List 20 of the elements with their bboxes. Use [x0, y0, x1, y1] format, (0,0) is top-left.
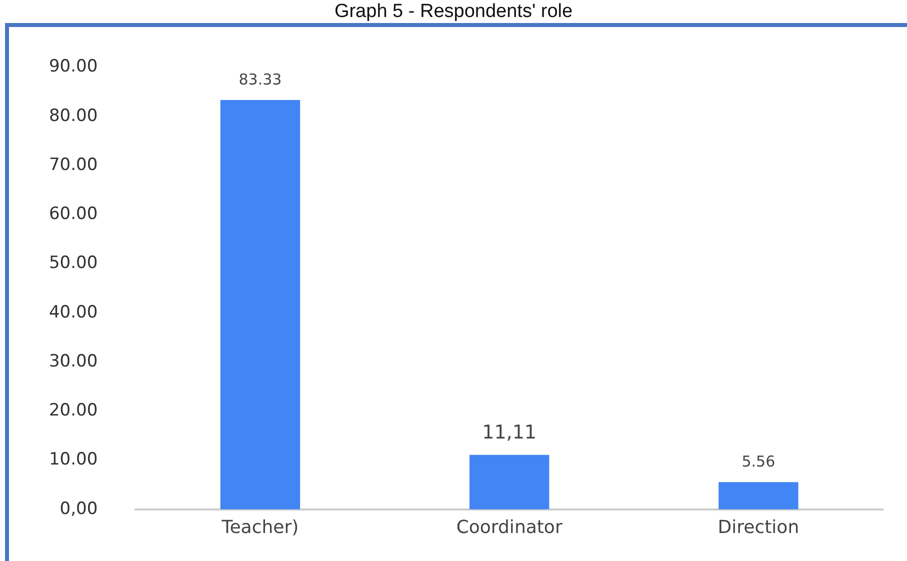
y-tick-label: 70.00 — [48, 154, 98, 175]
bar — [220, 100, 300, 510]
data-label: 83.33 — [238, 70, 282, 88]
data-label: 5.56 — [742, 452, 776, 470]
y-tick-label: 40.00 — [48, 302, 98, 322]
x-tick-label: Coordinator — [456, 516, 563, 538]
y-tick-label: 80.00 — [48, 106, 98, 126]
y-tick-label: 30.00 — [48, 351, 98, 372]
y-tick-label: 20.00 — [48, 400, 98, 421]
y-tick-label: 0,00 — [60, 498, 98, 519]
y-tick-label: 60.00 — [48, 204, 98, 224]
bar — [469, 454, 550, 510]
bar — [718, 482, 798, 510]
y-tick-label: 50.00 — [48, 253, 98, 274]
data-label: 11,11 — [482, 421, 537, 444]
x-tick-label: Direction — [718, 516, 800, 538]
x-tick-label: Teacher) — [220, 516, 299, 538]
y-tick-label: 10.00 — [48, 450, 98, 470]
y-tick-label: 90.00 — [48, 56, 98, 77]
chart-title: Graph 5 - Respondents' role — [333, 1, 574, 22]
